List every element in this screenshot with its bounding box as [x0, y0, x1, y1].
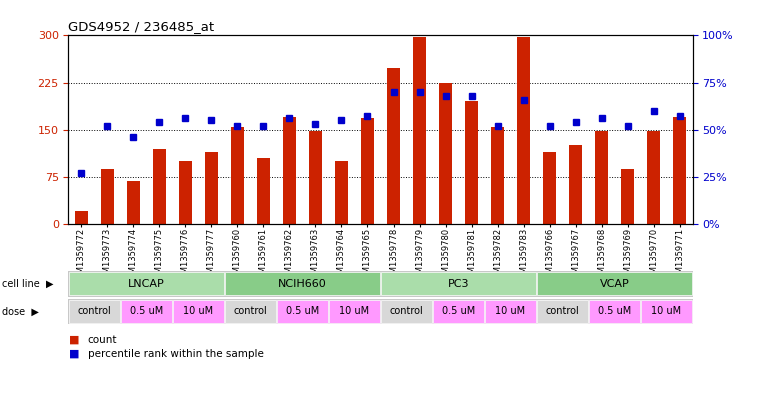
- Bar: [589, 300, 640, 323]
- Text: ■: ■: [68, 349, 79, 359]
- Text: 10 uM: 10 uM: [183, 307, 214, 316]
- Bar: [225, 300, 276, 323]
- Bar: [361, 118, 374, 224]
- Bar: [309, 131, 322, 224]
- Bar: [381, 272, 536, 296]
- Bar: [433, 300, 484, 323]
- Bar: [69, 272, 224, 296]
- Text: LNCAP: LNCAP: [128, 279, 165, 289]
- Text: control: control: [390, 307, 423, 316]
- Bar: [465, 101, 478, 224]
- Bar: [101, 169, 114, 224]
- Bar: [387, 68, 400, 224]
- Bar: [153, 149, 166, 224]
- Bar: [205, 152, 218, 224]
- Bar: [595, 131, 608, 224]
- Text: 10 uM: 10 uM: [495, 307, 526, 316]
- Text: ■: ■: [68, 335, 79, 345]
- Bar: [173, 300, 224, 323]
- Text: count: count: [88, 335, 117, 345]
- Text: dose  ▶: dose ▶: [2, 307, 38, 316]
- Bar: [413, 37, 426, 224]
- Bar: [673, 117, 686, 224]
- Text: 0.5 uM: 0.5 uM: [130, 307, 163, 316]
- Bar: [69, 300, 120, 323]
- Bar: [647, 131, 660, 224]
- Text: cell line  ▶: cell line ▶: [2, 279, 53, 289]
- Text: percentile rank within the sample: percentile rank within the sample: [88, 349, 263, 359]
- Bar: [225, 272, 380, 296]
- Bar: [491, 127, 504, 224]
- Text: control: control: [234, 307, 267, 316]
- Bar: [537, 272, 692, 296]
- Bar: [277, 300, 328, 323]
- Bar: [257, 158, 270, 224]
- Text: GDS4952 / 236485_at: GDS4952 / 236485_at: [68, 20, 215, 33]
- Text: 10 uM: 10 uM: [651, 307, 682, 316]
- Text: control: control: [546, 307, 579, 316]
- Bar: [569, 145, 582, 224]
- Text: 0.5 uM: 0.5 uM: [598, 307, 631, 316]
- Bar: [543, 152, 556, 224]
- Text: 0.5 uM: 0.5 uM: [286, 307, 319, 316]
- Text: 0.5 uM: 0.5 uM: [442, 307, 475, 316]
- Bar: [329, 300, 380, 323]
- Text: 10 uM: 10 uM: [339, 307, 370, 316]
- Bar: [439, 83, 452, 224]
- Text: VCAP: VCAP: [600, 279, 629, 289]
- Bar: [621, 169, 634, 224]
- Bar: [121, 300, 172, 323]
- Text: control: control: [78, 307, 111, 316]
- Bar: [641, 300, 692, 323]
- Bar: [179, 161, 192, 224]
- Bar: [485, 300, 536, 323]
- Bar: [517, 37, 530, 224]
- Text: NCIH660: NCIH660: [278, 279, 327, 289]
- Bar: [283, 117, 296, 224]
- Text: PC3: PC3: [447, 279, 470, 289]
- Bar: [335, 161, 348, 224]
- Bar: [127, 181, 140, 224]
- Bar: [537, 300, 588, 323]
- Bar: [231, 127, 244, 224]
- Bar: [381, 300, 432, 323]
- Bar: [75, 211, 88, 224]
